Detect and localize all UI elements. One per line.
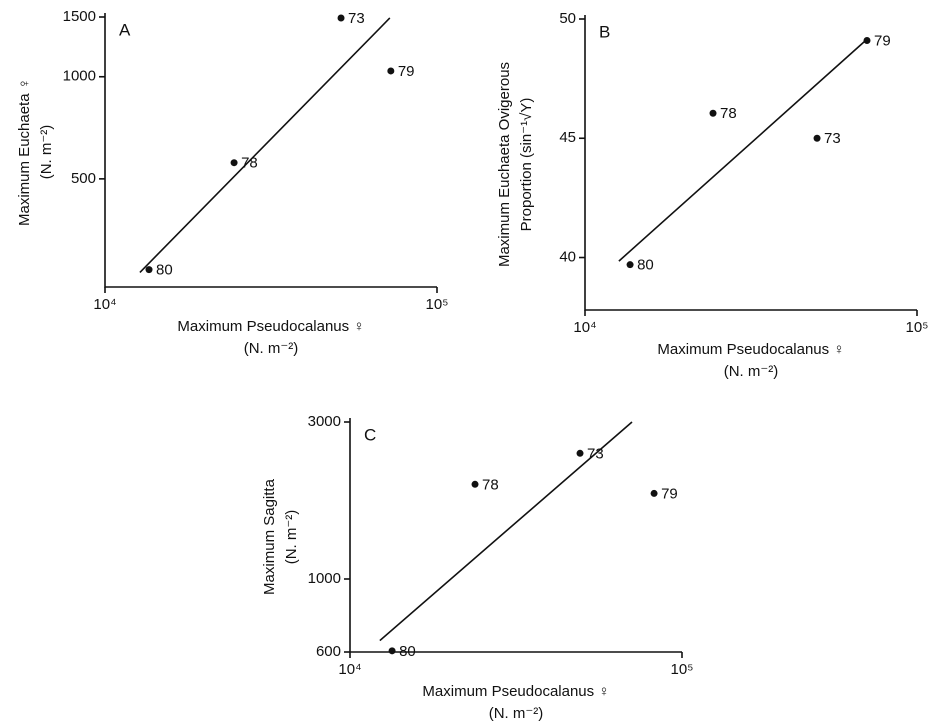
point-label: 79 — [661, 485, 678, 502]
point-label: 78 — [720, 105, 737, 122]
point-label: 78 — [482, 476, 499, 493]
point-label: 73 — [348, 10, 365, 27]
y-tick-label: 500 — [71, 170, 96, 187]
point-label: 79 — [398, 63, 415, 80]
axes — [584, 15, 917, 311]
point — [576, 449, 584, 457]
fit-line — [139, 17, 391, 273]
point — [650, 489, 658, 497]
point — [626, 261, 634, 269]
point — [145, 266, 153, 274]
fit-line — [618, 38, 868, 262]
y-axis-unit: Proportion (sin⁻¹√Y) — [518, 98, 535, 232]
fit-line — [379, 421, 633, 642]
x-tick-label: 10⁴ — [573, 319, 596, 336]
y-axis-label: Maximum Euchaeta ♀ — [16, 78, 33, 226]
x-tick-label: 10⁴ — [93, 296, 116, 313]
x-axis-unit: (N. m⁻²) — [244, 340, 299, 357]
panel-label: A — [119, 20, 131, 39]
point — [471, 480, 479, 488]
panel-label: B — [599, 22, 610, 41]
point — [337, 14, 345, 22]
axes — [104, 13, 437, 288]
point — [709, 109, 717, 117]
point-label: 80 — [637, 257, 654, 274]
y-tick-label: 50 — [559, 10, 576, 27]
point — [387, 67, 395, 75]
panel-label: C — [364, 425, 376, 444]
y-tick-label: 40 — [559, 248, 576, 265]
y-tick-label: 3000 — [308, 413, 341, 430]
point-label: 78 — [241, 155, 258, 172]
point — [230, 159, 238, 167]
x-axis-label: Maximum Pseudocalanus ♀ — [657, 341, 844, 358]
y-axis-unit: (N. m⁻²) — [283, 510, 300, 565]
y-axis-unit: (N. m⁻²) — [38, 125, 55, 180]
x-axis-label: Maximum Pseudocalanus ♀ — [422, 683, 609, 700]
point-label: 80 — [156, 262, 173, 279]
y-tick-label: 1000 — [308, 570, 341, 587]
x-axis-unit: (N. m⁻²) — [724, 363, 779, 380]
x-tick-label: 10⁴ — [338, 661, 361, 678]
point-label: 73 — [587, 445, 604, 462]
x-tick-label: 10⁵ — [906, 319, 929, 336]
point-label: 79 — [874, 32, 891, 49]
y-tick-label: 1000 — [63, 68, 96, 85]
point — [388, 647, 396, 655]
y-axis-label: Maximum Sagitta — [261, 478, 278, 595]
point-label: 73 — [824, 130, 841, 147]
x-tick-label: 10⁵ — [671, 661, 694, 678]
x-tick-label: 10⁵ — [426, 296, 449, 313]
y-tick-label: 600 — [316, 643, 341, 660]
axes — [349, 418, 682, 653]
y-tick-label: 45 — [559, 129, 576, 146]
point — [863, 36, 871, 44]
x-axis-unit: (N. m⁻²) — [489, 705, 544, 721]
point-label: 80 — [399, 643, 416, 660]
y-axis-label: Maximum Euchaeta Ovigerous — [496, 62, 513, 267]
y-tick-label: 1500 — [63, 8, 96, 25]
point — [813, 134, 821, 142]
x-axis-label: Maximum Pseudocalanus ♀ — [177, 318, 364, 335]
